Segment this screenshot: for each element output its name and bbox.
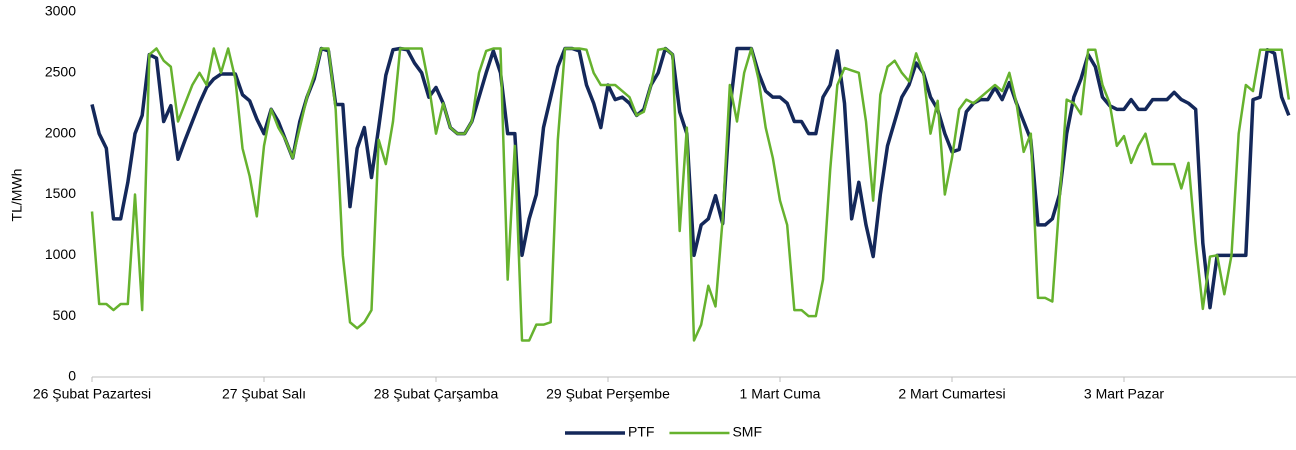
y-tick-label: 1500 [45, 185, 76, 201]
y-tick-label: 0 [68, 368, 76, 384]
y-tick-label: 2000 [45, 124, 76, 140]
y-axis-label: TL/MWh [9, 169, 25, 222]
x-tick-label: 26 Şubat Pazartesi [33, 386, 151, 402]
x-tick-label: 28 Şubat Çarşamba [374, 386, 499, 402]
legend-label: SMF [732, 424, 762, 440]
y-tick-label: 3000 [45, 3, 76, 19]
x-tick-label: 2 Mart Cumartesi [898, 386, 1005, 402]
x-tick-label: 29 Şubat Perşembe [546, 386, 670, 402]
y-tick-label: 500 [53, 307, 77, 323]
x-tick-label: 27 Şubat Salı [222, 386, 306, 402]
series-line [90, 47, 1291, 342]
y-tick-label: 1000 [45, 246, 76, 262]
y-tick-label: 2500 [45, 64, 76, 80]
legend-label: PTF [628, 424, 654, 440]
x-tick-label: 1 Mart Cuma [740, 386, 821, 402]
x-tick-label: 3 Mart Pazar [1084, 386, 1164, 402]
